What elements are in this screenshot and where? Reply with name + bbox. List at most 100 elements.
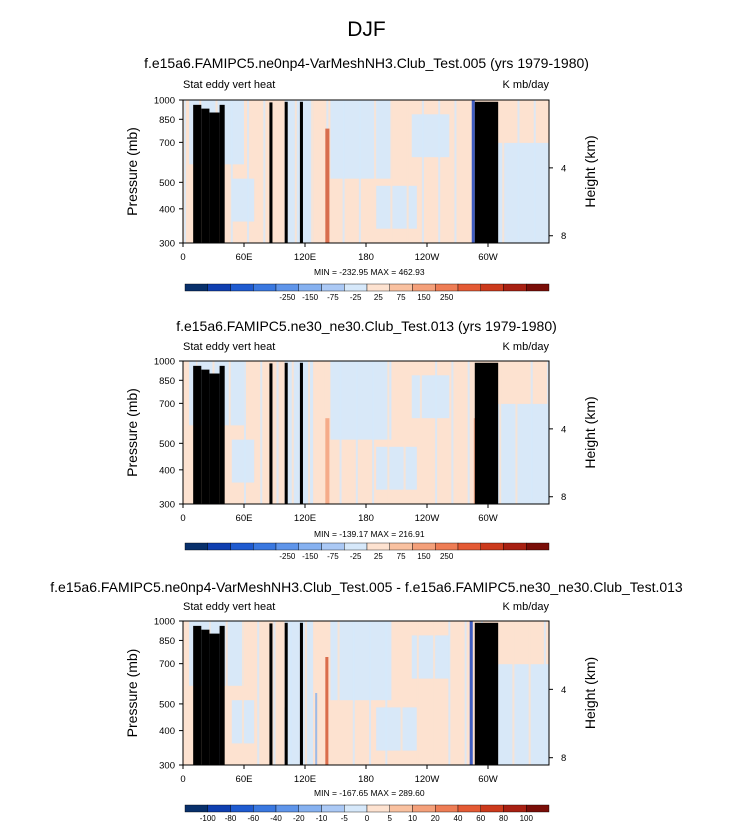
panel-1-field-streak	[263, 100, 266, 243]
panel-3-colorbar-box	[457, 804, 481, 813]
panel-3-colorbar-box	[366, 804, 390, 813]
panel-3-height-tick-label: 8	[561, 753, 566, 764]
panel-2-terrain-block	[476, 365, 481, 504]
panel-2-colorbar-label: -150	[302, 552, 319, 561]
panel-1-left-label: Stat eddy vert heat	[183, 79, 276, 91]
panel-2-terrain-block	[269, 363, 273, 504]
panel-1-field-streak	[183, 100, 185, 243]
panel-1-y-tick-label: 300	[159, 239, 175, 250]
panel-1-feature-streak	[471, 100, 475, 243]
panel-3-x-tick-label: 120E	[294, 774, 316, 785]
panel-1-field-streak	[421, 100, 424, 243]
panel-1-height-tick-label: 4	[561, 163, 566, 174]
panel-2-field-region	[411, 375, 450, 419]
panel-2-colorbar-label: 150	[417, 552, 431, 561]
panel-1-x-tick-label: 120W	[415, 252, 440, 263]
panel-3-y-tick-label: 500	[159, 699, 175, 710]
panel-3-colorbar-label: -100	[200, 814, 217, 823]
panel-1-colorbar-label: -25	[350, 293, 362, 302]
panel-3-colorbar-label: -10	[316, 814, 328, 823]
panel-3-colorbar-label: 60	[476, 814, 485, 823]
panel-2-x-tick-label: 180	[358, 513, 374, 524]
panel-3-colorbar-label: 100	[520, 814, 534, 823]
panel-3-colorbar-label: -80	[225, 814, 237, 823]
panel-3-colorbar-label: 10	[408, 814, 417, 823]
panel-3-terrain-block	[476, 625, 481, 765]
panel-2-field-streak	[403, 361, 406, 504]
panel-3-terrain-block	[201, 629, 210, 765]
panel-3-right-label: K mb/day	[502, 601, 549, 613]
panel-2-x-tick-label: 120E	[294, 513, 316, 524]
panel-2-height-tick-label: 8	[561, 492, 566, 503]
panel-3-field-region	[284, 621, 314, 765]
panel-2-colorbar-label: 75	[397, 552, 406, 561]
panel-2-field-streak	[546, 361, 549, 504]
panel-3-field-streak	[321, 621, 324, 765]
panel-1-x-tick-label: 180	[358, 252, 374, 263]
panel-3-colorbar-box	[389, 804, 413, 813]
panel-2-field-streak	[530, 361, 533, 504]
panel-3-terrain-block	[219, 625, 225, 765]
panel-1-x-tick-label: 60W	[478, 252, 498, 263]
panel-2-y-tick-label: 500	[159, 439, 175, 450]
panel-3-y-tick-label: 400	[159, 726, 175, 737]
panel-2-field-streak	[228, 361, 231, 504]
panel-1-feature-streak	[325, 128, 330, 243]
panel-2-terrain-block	[284, 362, 288, 504]
panel-2-x-tick-label: 60E	[236, 513, 253, 524]
panel-3-field-streak	[337, 621, 340, 765]
panel-2-field-streak	[355, 361, 358, 504]
main-title: DJF	[347, 18, 386, 41]
panel-2-terrain-block	[201, 369, 210, 504]
panel-3-colorbar-box	[526, 804, 550, 813]
panel-1-field-streak	[278, 100, 281, 243]
panel-1-terrain-block	[299, 101, 303, 243]
panel-1-field-region	[411, 114, 450, 158]
panel-1-field-region	[284, 100, 314, 243]
panel-2-field-streak	[499, 361, 502, 504]
panel-3-colorbar-box	[275, 804, 299, 813]
panel-2-field-streak	[244, 361, 246, 504]
panel-2-field-streak	[291, 361, 294, 504]
panel-3-colorbar-box	[435, 804, 459, 813]
panel-1-field-streak	[230, 100, 233, 243]
panel-3-terrain-block	[193, 625, 202, 765]
panel-3-field-streak	[512, 621, 515, 765]
panel-3-colorbar-label: -60	[247, 814, 259, 823]
panel-3-left-label: Stat eddy vert heat	[183, 601, 276, 613]
panel-1-field-streak	[311, 100, 314, 243]
panel-3-feature-streak	[469, 621, 473, 765]
panel-1-field-streak	[294, 100, 297, 243]
panel-2-field-streak	[308, 361, 311, 504]
panel-1-terrain-block	[219, 104, 225, 243]
panel-3-field-streak	[385, 621, 388, 765]
panel-1-field-streak	[517, 100, 520, 243]
panel-2-field-region	[376, 446, 417, 490]
panel-3-colorbar-box	[230, 804, 254, 813]
panel-1-terrain-block	[284, 101, 288, 243]
panel-3-field-streak	[433, 621, 436, 765]
panel-3-terrain-block	[284, 622, 288, 765]
panel-3-colorbar-box	[253, 804, 277, 813]
panel-3-colorbar-label: 40	[454, 814, 463, 823]
panel-1-height-axis-title: Height (km)	[582, 135, 598, 207]
panel-2-terrain-block	[209, 373, 220, 504]
panel-3-feature-streak	[325, 657, 329, 765]
panel-3-y-tick-label: 850	[159, 636, 175, 647]
panel-2-colorbar-box	[526, 542, 550, 551]
panel-2-colorbar-label: -75	[327, 552, 339, 561]
panel-1-colorbar-label: -250	[279, 293, 296, 302]
panel-2-field-streak	[372, 361, 375, 504]
panel-2-y-tick-label: 400	[159, 465, 175, 476]
panel-2-field-streak	[515, 361, 518, 504]
panel-3-y-tick-label: 300	[159, 761, 175, 772]
panel-1-field-region	[376, 185, 417, 229]
panel-1-colorbar-label: 150	[417, 293, 431, 302]
panel-3-terrain-block	[269, 623, 273, 765]
panel-3-colorbar-box	[321, 804, 345, 813]
panel-2-terrain-block	[193, 365, 202, 504]
panel-1-x-tick-label: 0	[180, 252, 185, 263]
panel-2-field-streak	[276, 361, 279, 504]
panel-3-y-tick-label: 1000	[154, 617, 175, 628]
